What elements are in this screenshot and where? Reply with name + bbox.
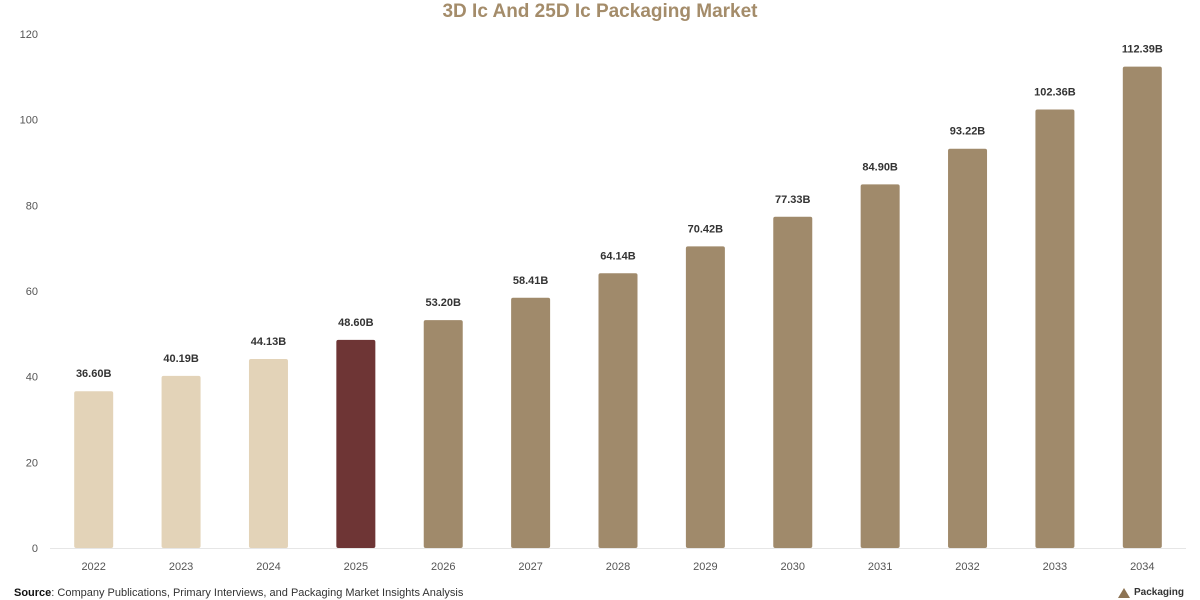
x-tick-label-2033: 2033 — [1043, 561, 1067, 573]
bar-2034 — [1122, 66, 1162, 549]
x-tick-label-2024: 2024 — [256, 561, 280, 573]
x-tick-label-2027: 2027 — [518, 561, 542, 573]
y-tick-label: 100 — [20, 115, 38, 127]
brand-logo: Packaging — [1117, 586, 1184, 600]
data-label-2023: 40.19B — [163, 353, 199, 365]
y-tick-label: 80 — [26, 200, 38, 212]
data-label-2022: 36.60B — [76, 368, 112, 380]
bar-2024 — [248, 358, 288, 548]
bar-2031 — [860, 184, 900, 548]
x-tick-label-2026: 2026 — [431, 561, 455, 573]
x-axis: 2022 2023 2024 2025 2026 2027 2028 2029 2030 2031… — [50, 548, 1186, 573]
x-tick-label-2029: 2029 — [693, 561, 717, 573]
data-label-2027: 58.41B — [513, 275, 549, 287]
data-label-2033: 102.36B — [1034, 87, 1076, 99]
data-label-2031: 84.90B — [862, 161, 898, 173]
data-label-2024: 44.13B — [251, 336, 287, 348]
bar-2028 — [598, 273, 638, 548]
y-tick-label: 60 — [26, 286, 38, 298]
x-tick-label-2030: 2030 — [781, 561, 805, 573]
data-label-2025: 48.60B — [338, 317, 374, 329]
bar-2032 — [948, 148, 988, 548]
y-tick-label: 20 — [26, 457, 38, 469]
bar-2033 — [1035, 109, 1075, 549]
packaging-logo-icon — [1117, 588, 1130, 598]
brand-name: Packaging — [1133, 587, 1184, 598]
x-tick-label-2032: 2032 — [955, 561, 979, 573]
source-note: Source: Company Publications, Primary In… — [14, 586, 463, 600]
x-tick-label-2031: 2031 — [868, 561, 892, 573]
x-tick-label-2022: 2022 — [81, 561, 105, 573]
bar-2026 — [423, 320, 463, 548]
x-tick-label-2023: 2023 — [169, 561, 193, 573]
data-label-2032: 93.22B — [950, 126, 986, 138]
source-text: : Company Publications, Primary Intervie… — [51, 587, 464, 599]
data-label-2030: 77.33B — [775, 194, 811, 206]
y-axis: 0 20 40 60 80 100 120 — [20, 29, 38, 555]
chart-title: 3D Ic And 25D Ic Packaging Market — [442, 1, 758, 22]
x-tick-label-2025: 2025 — [344, 561, 368, 573]
bar-2029 — [685, 246, 725, 548]
y-tick-label: 0 — [32, 543, 38, 555]
data-label-2034: 112.39B — [1122, 44, 1163, 56]
bar-2023 — [161, 375, 201, 548]
source-label: Source — [14, 587, 52, 599]
data-labels: 36.60B 40.19B 44.13B 48.60B 53.20B 58.41B 64.1… — [76, 44, 1163, 381]
y-tick-label: 40 — [26, 372, 38, 384]
bar-2027 — [511, 297, 551, 548]
bar-2030 — [773, 216, 813, 548]
data-label-2026: 53.20B — [425, 297, 461, 309]
y-tick-label: 120 — [20, 29, 38, 41]
bars — [74, 66, 1162, 549]
data-label-2029: 70.42B — [688, 223, 724, 235]
bar-2025 — [336, 339, 376, 548]
data-label-2028: 64.14B — [600, 250, 636, 262]
x-tick-label-2028: 2028 — [606, 561, 630, 573]
bar-2022 — [74, 391, 114, 548]
x-tick-label-2034: 2034 — [1130, 561, 1154, 573]
